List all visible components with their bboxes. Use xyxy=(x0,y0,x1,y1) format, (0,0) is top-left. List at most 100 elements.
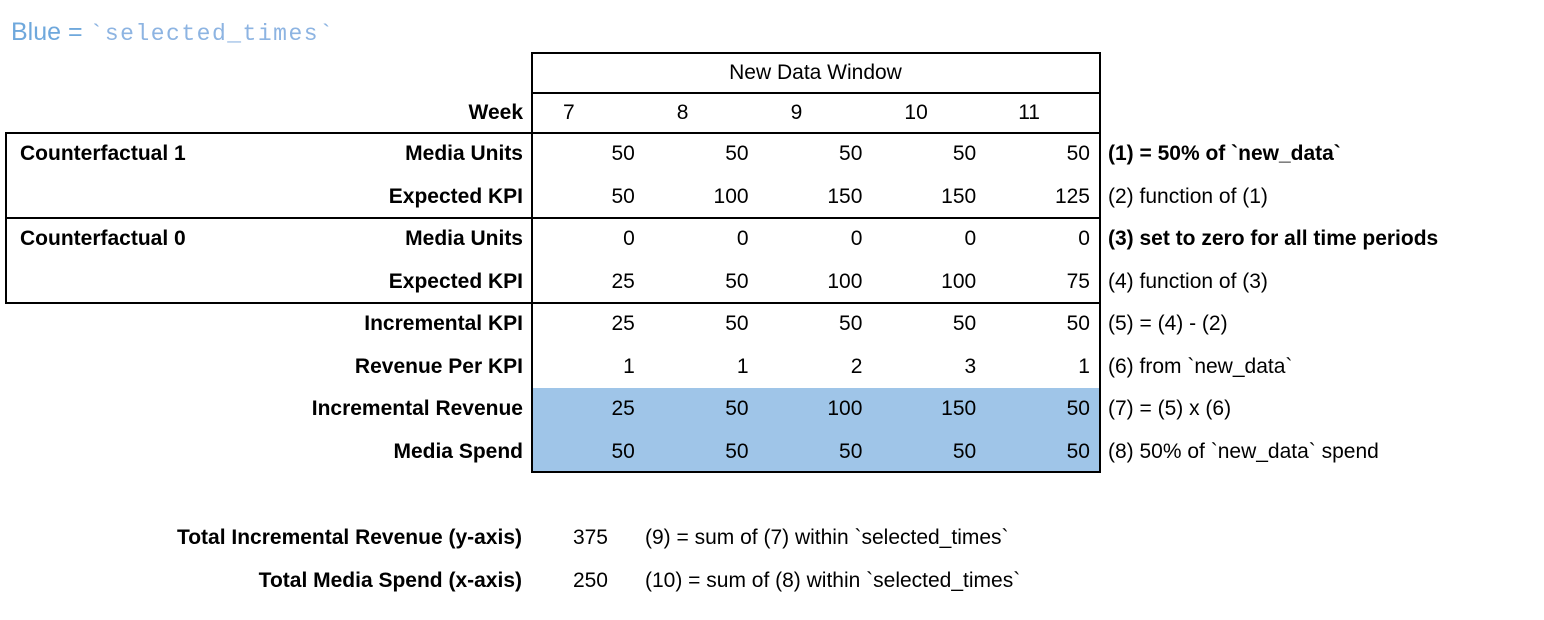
table-row: Incremental Revenue 25 50 100 150 50 (7) = (5)… xyxy=(5,388,1535,431)
row-values: 50 50 50 50 50 xyxy=(531,133,1100,176)
cell-value: 25 xyxy=(611,397,635,421)
cell-value: 75 xyxy=(1066,269,1090,293)
window-header-row: New Data Window xyxy=(5,53,1535,93)
row-values: 50 100 150 150 125 xyxy=(531,176,1100,219)
week-number: 9 xyxy=(790,101,803,124)
total-value: 375 xyxy=(572,526,608,549)
cell-value: 100 xyxy=(827,397,863,421)
rule-under-counterfactual-0 xyxy=(5,302,1101,304)
table-row: Expected KPI 25 50 100 100 75 (4) function of … xyxy=(5,261,1535,304)
row-note: (2) function of (1) xyxy=(1108,184,1268,208)
total-note: (9) = sum of (7) within `selected_times` xyxy=(645,526,1009,549)
row-values: 25 50 50 50 50 xyxy=(531,303,1100,346)
cell-value: 50 xyxy=(839,439,863,463)
cell-value: 50 xyxy=(611,142,635,166)
table-row: Counterfactual 0 Media Units 0 0 0 0 0 (3) set … xyxy=(5,218,1535,261)
row-label: Expected KPI xyxy=(388,269,523,293)
total-row: Total Incremental Revenue (y-axis) 375 (9)… xyxy=(0,517,1544,559)
row-values: 50 50 50 50 50 xyxy=(531,431,1100,474)
cell-value: 50 xyxy=(725,312,749,336)
row-values: 1 1 2 3 1 xyxy=(531,346,1100,389)
total-value: 250 xyxy=(572,568,608,592)
cell-value: 50 xyxy=(611,184,635,208)
row-values: 0 0 0 0 0 xyxy=(531,218,1100,261)
row-label: Incremental Revenue xyxy=(311,397,523,421)
cell-value: 125 xyxy=(1054,184,1090,208)
week-number: 10 xyxy=(904,101,928,124)
total-note: (10) = sum of (8) within `selected_times… xyxy=(645,568,1021,592)
cell-value: 50 xyxy=(725,439,749,463)
cell-value: 100 xyxy=(941,269,977,293)
rule-under-week-row xyxy=(5,132,1101,134)
selected-times-highlight xyxy=(531,388,1100,473)
table-row: Counterfactual 1 Media Units 50 50 50 50 50 (1)… xyxy=(5,133,1535,176)
cell-value: 0 xyxy=(736,227,749,251)
row-note: (8) 50% of `new_data` spend xyxy=(1108,439,1379,463)
week-numbers: 7 8 9 10 11 xyxy=(531,93,1100,133)
cell-value: 50 xyxy=(725,142,749,166)
rule-under-window-header xyxy=(531,92,1101,94)
table-border-right xyxy=(1099,52,1101,473)
cell-value: 150 xyxy=(827,184,863,208)
table-row: Expected KPI 50 100 150 150 125 (2) function o… xyxy=(5,176,1535,219)
cell-value: 50 xyxy=(952,312,977,336)
cell-value: 1 xyxy=(1078,354,1090,378)
cell-value: 50 xyxy=(725,269,749,293)
row-note: (1) = 50% of `new_data` xyxy=(1108,142,1341,166)
total-row: Total Media Spend (x-axis) 250 (10) = sum … xyxy=(0,560,1544,602)
table-border-top xyxy=(531,52,1101,54)
week-number: 11 xyxy=(1018,101,1040,124)
cell-value: 100 xyxy=(827,269,863,293)
cell-value: 50 xyxy=(839,312,863,336)
cell-value: 50 xyxy=(611,439,635,463)
cell-value: 50 xyxy=(952,142,977,166)
row-label: Incremental KPI xyxy=(364,312,523,336)
row-label: Media Units xyxy=(405,142,523,166)
week-row: Week 7 8 9 10 11 xyxy=(5,93,1535,133)
row-label: Media Spend xyxy=(393,439,523,463)
row-note: (5) = (4) - (2) xyxy=(1108,312,1228,336)
table-row: Incremental KPI 25 50 50 50 50 (5) = (4) - (2) xyxy=(5,303,1535,346)
cell-value: 0 xyxy=(850,227,863,251)
cell-value: 0 xyxy=(623,227,635,251)
new-data-window-header: New Data Window xyxy=(729,61,902,84)
week-number: 7 xyxy=(563,101,575,124)
cell-value: 50 xyxy=(1066,312,1090,336)
total-label: Total Media Spend (x-axis) xyxy=(258,568,522,592)
legend-text: Blue = xyxy=(11,18,90,46)
cell-value: 0 xyxy=(964,227,977,251)
cell-value: 3 xyxy=(964,354,977,378)
cell-value: 50 xyxy=(1066,439,1090,463)
cell-value: 25 xyxy=(611,269,635,293)
week-number: 8 xyxy=(676,101,689,124)
row-label: Expected KPI xyxy=(388,184,523,208)
cell-value: 50 xyxy=(952,439,977,463)
row-label: Media Units xyxy=(405,227,523,251)
row-note: (4) function of (3) xyxy=(1108,269,1268,293)
cell-value: 1 xyxy=(736,354,749,378)
table-border-left xyxy=(531,52,533,473)
table-row: Revenue Per KPI 1 1 2 3 1 (6) from `new_data` xyxy=(5,346,1535,389)
row-label: Revenue Per KPI xyxy=(354,354,523,378)
cell-value: 25 xyxy=(611,312,635,336)
cell-value: 50 xyxy=(725,397,749,421)
cell-value: 1 xyxy=(623,354,635,378)
week-label: Week xyxy=(468,101,523,124)
cell-value: 50 xyxy=(1066,397,1090,421)
row-note: (7) = (5) x (6) xyxy=(1108,397,1232,421)
legend: Blue = `selected_times` xyxy=(11,18,334,47)
table-border-bottom xyxy=(531,471,1101,473)
cell-value: 50 xyxy=(839,142,863,166)
group-label: Counterfactual 1 xyxy=(20,142,186,166)
group-label: Counterfactual 0 xyxy=(20,227,186,251)
table-row: Media Spend 50 50 50 50 50 (8) 50% of `new_dat… xyxy=(5,431,1535,474)
cell-value: 100 xyxy=(713,184,749,208)
row-note: (6) from `new_data` xyxy=(1108,354,1293,378)
row-values: 25 50 100 100 75 xyxy=(531,261,1100,304)
legend-code-text: `selected_times` xyxy=(89,21,335,47)
row-values: 25 50 100 150 50 xyxy=(531,388,1100,431)
cell-value: 150 xyxy=(941,397,977,421)
cell-value: 0 xyxy=(1078,227,1090,251)
rule-under-counterfactual-1 xyxy=(5,217,1101,219)
